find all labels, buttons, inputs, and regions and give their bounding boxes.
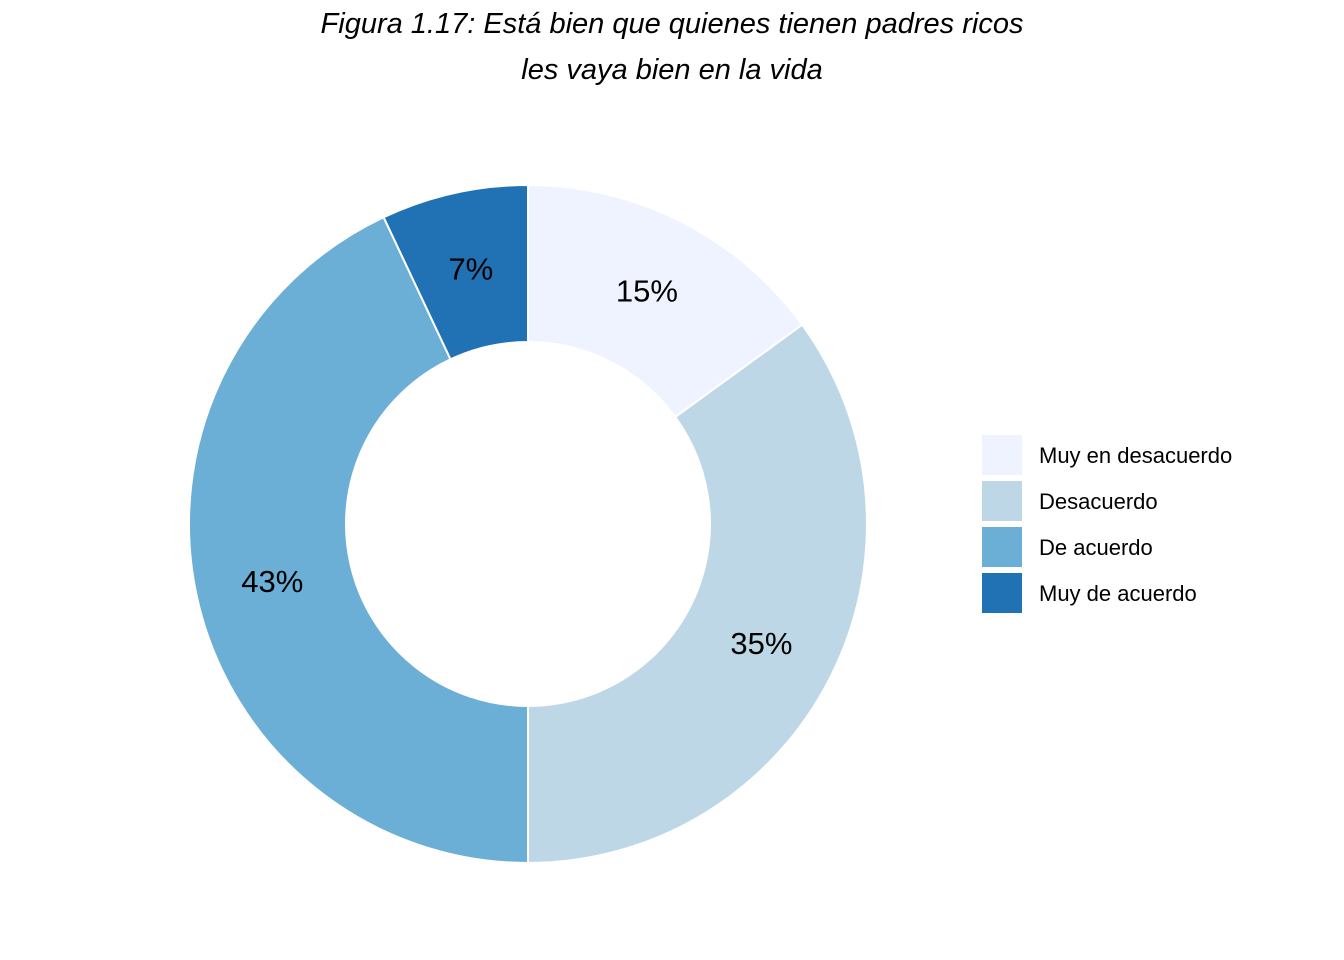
slice-muy-en-desacuerdo [527,183,804,419]
chart-title: Figura 1.17: Está bien que quienes tiene… [321,8,1024,86]
chart-title-line-1: Figura 1.17: Está bien que quienes tiene… [321,8,1024,40]
slice-label-muy-de-acuerdo: 7% [448,251,493,286]
legend-swatch-desacuerdo [982,481,1022,521]
legend-label-muy-en-desacuerdo: Muy en desacuerdo [1039,443,1232,468]
slice-de-acuerdo [188,215,529,865]
legend-swatch-de-acuerdo [982,527,1022,567]
legend-swatch-muy-en-desacuerdo [982,435,1022,475]
legend-label-de-acuerdo: De acuerdo [1039,535,1153,560]
legend-label-muy-de-acuerdo: Muy de acuerdo [1039,581,1197,606]
slice-label-muy-en-desacuerdo: 15% [616,274,678,309]
slice-labels: 15% 35% 43% 7% [241,251,792,661]
legend-label-desacuerdo: Desacuerdo [1039,489,1158,514]
legend-swatch-muy-de-acuerdo [982,573,1022,613]
slice-muy-de-acuerdo [382,183,529,361]
legend: Muy en desacuerdo Desacuerdo De acuerdo Muy… [982,435,1232,613]
slice-label-de-acuerdo: 43% [241,564,303,599]
slice-label-desacuerdo: 35% [730,626,792,661]
donut-slices [188,183,868,865]
slice-desacuerdo [527,323,868,865]
chart-title-line-2: les vaya bien en la vida [521,54,822,86]
